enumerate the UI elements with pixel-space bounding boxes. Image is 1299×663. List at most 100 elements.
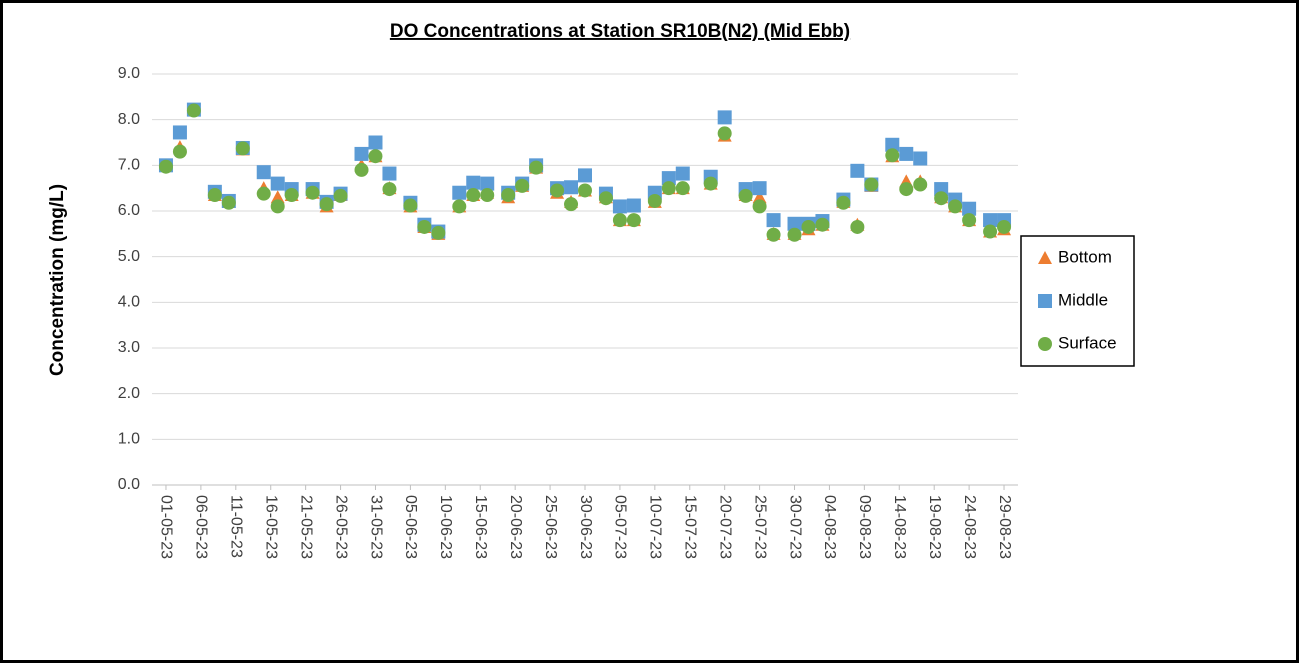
point-square bbox=[717, 110, 732, 125]
point-circle bbox=[501, 188, 516, 203]
point-circle bbox=[550, 183, 565, 198]
point-circle bbox=[850, 219, 865, 234]
point-circle bbox=[738, 188, 753, 203]
point-circle bbox=[787, 227, 802, 242]
point-circle bbox=[382, 182, 397, 197]
x-tick-label: 24-08-23 bbox=[961, 495, 978, 559]
x-tick-label: 25-07-23 bbox=[751, 495, 768, 559]
point-circle bbox=[480, 188, 495, 203]
chart-title: DO Concentrations at Station SR10B(N2) (… bbox=[390, 21, 850, 42]
y-tick-label: 3.0 bbox=[118, 339, 140, 356]
point-circle bbox=[431, 225, 446, 240]
legend-label: Middle bbox=[1058, 290, 1108, 309]
point-square bbox=[983, 213, 998, 228]
point-circle bbox=[647, 193, 662, 208]
point-circle bbox=[885, 148, 900, 163]
point-circle bbox=[948, 199, 963, 214]
y-tick-label: 1.0 bbox=[118, 431, 140, 448]
y-tick-label: 8.0 bbox=[118, 111, 140, 128]
point-circle bbox=[417, 219, 432, 234]
point-circle bbox=[934, 191, 949, 206]
point-circle bbox=[703, 176, 718, 191]
point-square bbox=[480, 176, 495, 191]
x-tick-label: 10-07-23 bbox=[647, 495, 664, 559]
point-circle bbox=[529, 160, 544, 175]
point-square bbox=[899, 146, 914, 161]
point-square bbox=[626, 198, 641, 213]
point-circle bbox=[899, 182, 914, 197]
point-circle bbox=[333, 188, 348, 203]
point-circle bbox=[284, 188, 299, 203]
legend-label: Surface bbox=[1058, 333, 1117, 352]
point-circle bbox=[305, 185, 320, 200]
point-circle bbox=[864, 177, 879, 192]
x-tick-label: 31-05-23 bbox=[367, 495, 384, 559]
x-tick-label: 20-06-23 bbox=[507, 495, 524, 559]
point-circle bbox=[270, 199, 285, 214]
point-square bbox=[913, 151, 928, 166]
x-tick-label: 01-05-23 bbox=[158, 495, 175, 559]
point-circle bbox=[256, 186, 271, 201]
y-tick-label: 0.0 bbox=[118, 476, 140, 493]
x-tick-label: 16-05-23 bbox=[262, 495, 279, 559]
point-square bbox=[466, 175, 481, 190]
x-tick-label: 05-06-23 bbox=[402, 495, 419, 559]
x-tick-label: 29-08-23 bbox=[996, 495, 1013, 559]
x-tick-label: 20-07-23 bbox=[716, 495, 733, 559]
y-tick-label: 4.0 bbox=[118, 294, 140, 311]
y-tick-label: 7.0 bbox=[118, 157, 140, 174]
point-circle bbox=[515, 178, 530, 193]
point-circle bbox=[564, 197, 579, 212]
point-circle bbox=[235, 141, 250, 156]
point-circle bbox=[675, 181, 690, 196]
point-square bbox=[962, 201, 977, 216]
point-circle bbox=[221, 195, 236, 210]
point-triangle bbox=[270, 190, 285, 204]
point-square bbox=[612, 199, 627, 214]
point-square bbox=[270, 176, 285, 191]
point-circle bbox=[186, 103, 201, 118]
point-circle bbox=[612, 213, 627, 228]
point-circle bbox=[815, 217, 830, 232]
x-tick-label: 10-06-23 bbox=[437, 495, 454, 559]
y-axis-label: Concentration (mg/L) bbox=[47, 184, 68, 376]
x-tick-label: 05-07-23 bbox=[612, 495, 629, 559]
point-square bbox=[172, 125, 187, 140]
legend-marker bbox=[1038, 337, 1052, 351]
point-circle bbox=[983, 224, 998, 239]
x-tick-label: 15-07-23 bbox=[682, 495, 699, 559]
y-tick-label: 2.0 bbox=[118, 385, 140, 402]
point-circle bbox=[172, 144, 187, 159]
point-circle bbox=[717, 126, 732, 141]
point-circle bbox=[661, 181, 676, 196]
legend-marker bbox=[1038, 251, 1052, 264]
point-square bbox=[661, 171, 676, 186]
x-tick-label: 25-06-23 bbox=[542, 495, 559, 559]
legend-label: Bottom bbox=[1058, 247, 1112, 266]
point-square bbox=[256, 165, 271, 180]
x-tick-label: 14-08-23 bbox=[891, 495, 908, 559]
point-circle bbox=[452, 199, 467, 214]
x-tick-label: 11-05-23 bbox=[228, 495, 245, 558]
point-circle bbox=[403, 198, 418, 213]
y-tick-label: 9.0 bbox=[118, 65, 140, 82]
x-tick-label: 21-05-23 bbox=[297, 495, 314, 559]
y-tick-label: 6.0 bbox=[118, 202, 140, 219]
point-circle bbox=[997, 219, 1012, 234]
x-tick-label: 19-08-23 bbox=[926, 495, 943, 559]
point-circle bbox=[836, 195, 851, 210]
point-circle bbox=[913, 177, 928, 192]
x-tick-label: 30-06-23 bbox=[577, 495, 594, 559]
point-square bbox=[766, 213, 781, 228]
point-circle bbox=[766, 227, 781, 242]
point-circle bbox=[578, 183, 592, 198]
point-circle bbox=[962, 213, 977, 228]
point-triangle bbox=[752, 190, 767, 204]
point-square bbox=[452, 185, 467, 200]
point-square bbox=[850, 163, 865, 178]
legend-marker bbox=[1038, 294, 1052, 308]
point-square bbox=[354, 146, 369, 161]
point-square bbox=[885, 137, 900, 152]
point-circle bbox=[319, 197, 334, 212]
